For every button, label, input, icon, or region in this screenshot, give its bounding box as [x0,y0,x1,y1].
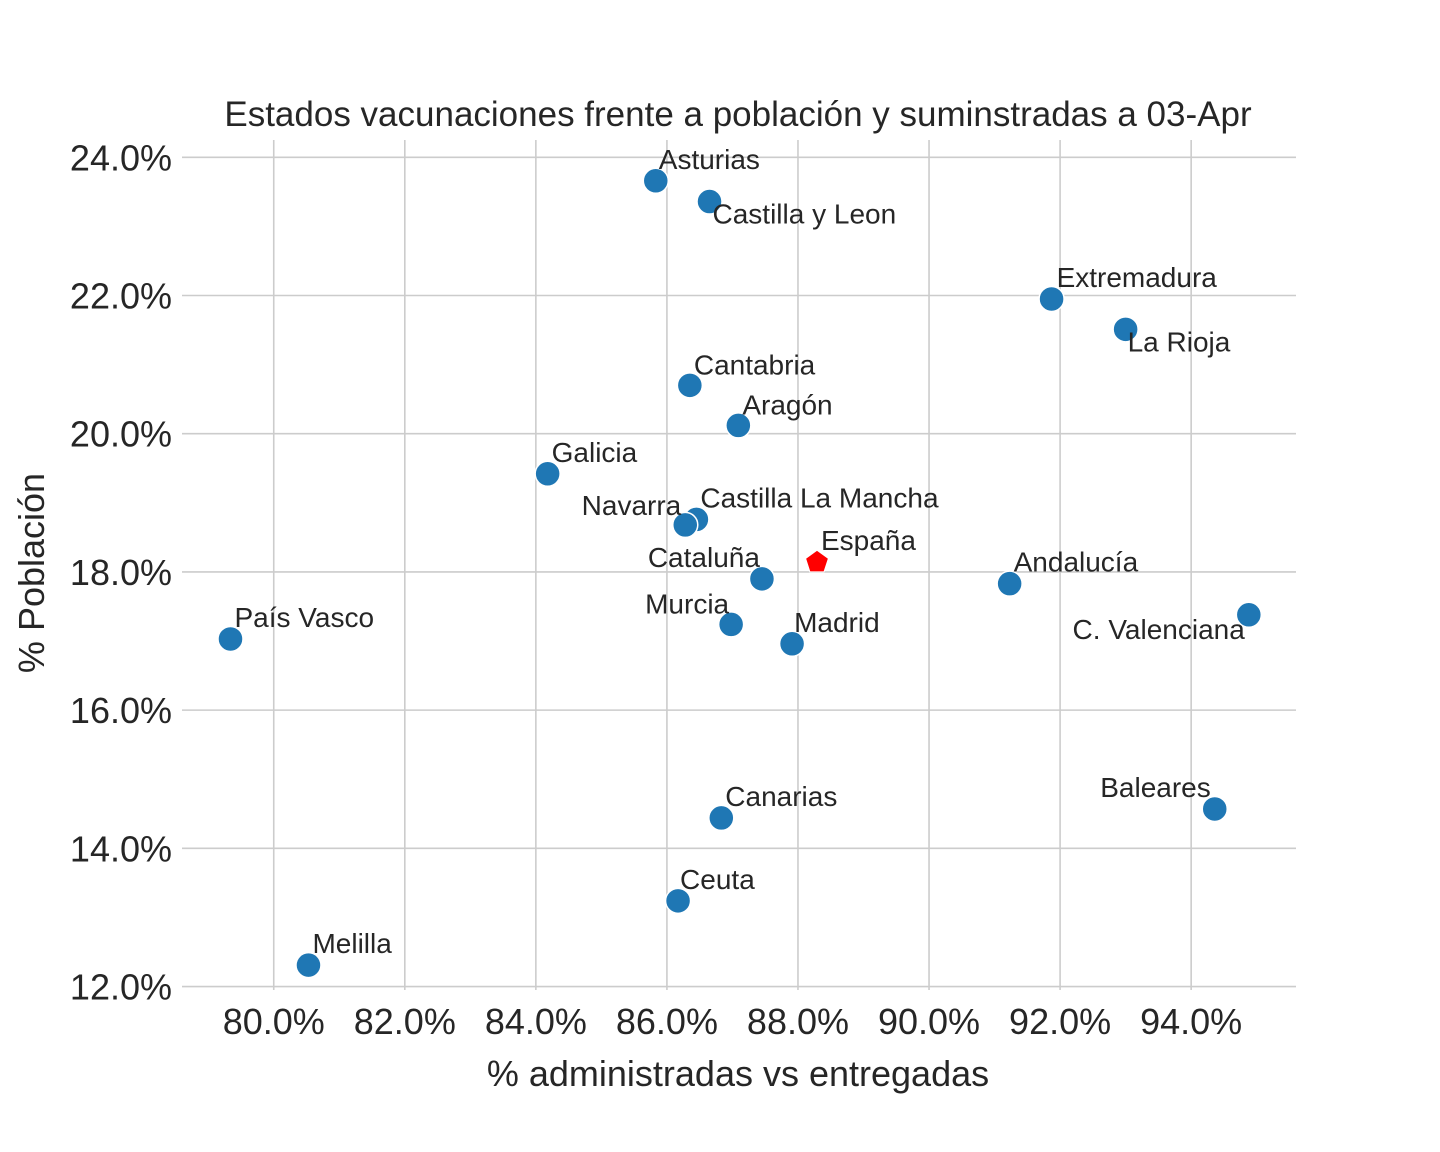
point-extremadura [1038,285,1065,313]
point-ceuta [664,887,692,915]
point-murcia [717,611,745,638]
label-asturias: Asturias [659,144,760,175]
point-navarra [672,511,699,539]
label-baleares: Baleares [1100,772,1211,803]
x-tick-label: 92.0% [1009,1001,1111,1042]
point-canarias [708,804,735,832]
point-espana [805,549,829,573]
point-aragon [725,412,752,439]
point-c-valenciana [1235,601,1263,629]
label-melilla: Melilla [312,928,392,959]
point-melilla [295,951,322,979]
label-espana: España [821,525,916,556]
label-madrid: Madrid [794,607,880,638]
point-galicia [534,460,561,488]
y-tick-label: 22.0% [70,275,172,316]
label-la-rioja: La Rioja [1128,326,1231,357]
label-ceuta: Ceuta [680,864,755,895]
label-castilla-y-leon: Castilla y Leon [713,199,897,230]
x-tick-label: 82.0% [354,1001,456,1042]
x-tick-label: 84.0% [485,1001,587,1042]
x-tick-label: 80.0% [223,1001,325,1042]
x-tick-label: 88.0% [747,1001,849,1042]
label-andalucia: Andalucía [1014,547,1139,578]
point-asturias [642,167,670,195]
point-pais-vasco [217,625,244,653]
label-cantabria: Cantabria [694,349,816,380]
point-cantabria [676,372,704,399]
chart-title: Estados vacunaciones frente a población … [224,95,1252,134]
point-cataluna [748,565,776,593]
y-tick-label: 16.0% [70,690,172,731]
x-axis-label: % administradas vs entregadas [487,1053,989,1094]
label-extremadura: Extremadura [1057,262,1218,293]
point-la-rioja [1112,316,1139,343]
point-labels: Asturias Castilla y Leon Extremadura La Rio… [234,144,1245,959]
label-castilla-la-mancha: Castilla La Mancha [700,482,939,513]
point-baleares [1201,795,1228,823]
x-tick-label: 86.0% [616,1001,718,1042]
x-tick-label: 90.0% [878,1001,980,1042]
label-galicia: Galicia [552,437,638,468]
point-madrid [778,630,806,658]
label-murcia: Murcia [645,588,729,619]
y-tick-label: 18.0% [70,552,172,593]
y-tick-label: 14.0% [70,828,172,869]
y-tick-label: 12.0% [70,967,172,1008]
label-navarra: Navarra [582,490,682,521]
y-axis-ticks: 12.0% 14.0% 16.0% 18.0% 20.0% 22.0% 24.0% [70,137,172,1007]
label-canarias: Canarias [725,781,837,812]
x-tick-label: 94.0% [1140,1001,1242,1042]
label-aragon: Aragón [742,389,832,420]
x-axis-ticks: 80.0% 82.0% 84.0% 86.0% 88.0% 90.0% 92.0% 94.0% [223,1001,1242,1042]
y-tick-label: 20.0% [70,414,172,455]
point-andalucia [996,570,1023,597]
y-tick-label: 24.0% [70,137,172,178]
label-c-valenciana: C. Valenciana [1073,614,1246,645]
y-axis-label: % Población [11,473,52,673]
label-cataluna: Cataluña [648,542,761,573]
data-points [217,167,1263,979]
point-castilla-y-leon [696,188,723,215]
label-pais-vasco: País Vasco [234,602,374,633]
